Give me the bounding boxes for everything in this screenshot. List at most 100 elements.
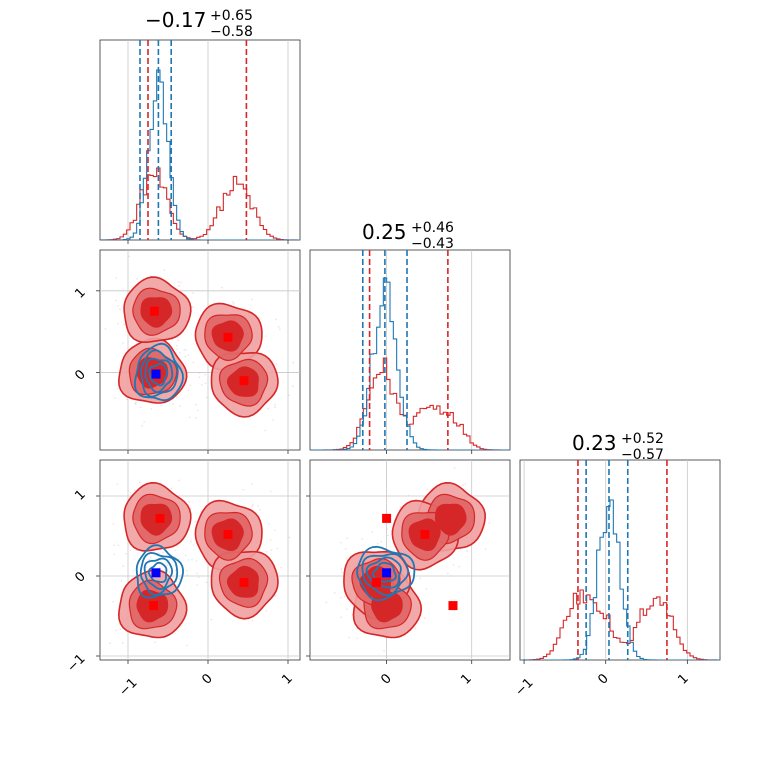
sample-point-red [178,284,180,287]
sample-point-blue [419,577,422,580]
title-param-3-plus: +0.52 [621,431,664,447]
sample-point-red [270,549,273,551]
sample-point-red [268,523,270,525]
sample-point-red [117,322,120,325]
y-tick-row3-0: 0 [72,569,88,585]
sample-point-blue [185,348,187,351]
sample-point-blue [176,348,179,350]
blue-contour-level-3 [148,362,169,387]
red-hist-param-3-steps [520,589,720,660]
sample-point-blue [135,549,138,552]
sample-point-blue [166,564,169,566]
sample-point-red [192,306,194,308]
sample-point-blue [150,556,152,559]
blue-hist-param-1-steps [100,69,300,240]
sample-point-red [346,608,348,611]
x-tick-col3-minus1: −1 [512,675,536,699]
sample-point-red [163,269,166,271]
sample-point-red [188,501,190,503]
red-hist-param-2 [310,357,510,450]
sample-point-blue [113,553,116,556]
sample-point-red [251,505,253,508]
sample-point-blue [172,576,174,578]
title-param-2-plus: +0.46 [411,220,454,236]
title-param-2-value: 0.25 [362,220,407,244]
sample-point-red [109,642,111,644]
sample-point-red [180,281,182,284]
sample-point-blue [345,557,348,559]
sample-point-red [269,539,272,541]
sample-point-red [346,537,349,539]
sample-point-red [126,398,128,401]
y-tick-row2-0: 0 [72,367,88,383]
contour-panel-p13 [76,472,291,647]
sample-point-blue [150,408,153,410]
sample-point-red [76,472,78,474]
sample-point-red [154,641,156,643]
sample-point-red [205,581,208,584]
sample-point-red [115,629,118,632]
sample-point-red [279,328,281,331]
sample-point-blue [174,549,177,552]
sample-point-red [179,405,181,407]
sample-point-red [339,596,342,599]
sample-point-blue [344,548,347,550]
sample-point-red [259,508,261,511]
sample-point-red [274,406,276,409]
blue-contour-level-3 [147,561,168,584]
hist-panel-2-frame [309,249,511,451]
chart-marks [76,40,720,664]
sample-point-blue [196,584,199,586]
sample-point-red [117,544,120,547]
sample-point-red [488,522,491,524]
sample-point-red [197,409,199,412]
red-marker-p12-2 [239,376,249,386]
red-marker-p13-0 [155,513,165,523]
red-marker-p12-0 [149,306,159,316]
sample-point-red [116,483,119,486]
sample-point-blue [168,570,171,573]
sample-point-red [251,483,253,485]
sample-point-red [184,554,187,557]
blue-contour-level-0 [133,342,184,402]
x-tick-col2-0: 0 [378,671,394,687]
sample-point-blue [141,425,144,427]
y-tick-row2-1: 1 [72,285,88,301]
sample-point-blue [129,549,132,552]
sample-point-red [356,637,359,640]
sample-point-red [292,385,294,387]
red-marker-p13-3 [149,601,159,611]
sample-point-blue [340,541,342,544]
hist-panel-3-frame [519,459,721,661]
blue-hist-param-3 [520,499,720,660]
x-tick-col2-1: 1 [458,671,474,687]
sample-point-red [104,328,107,330]
sample-point-blue [148,558,151,561]
sample-point-blue [179,351,181,354]
x-tick-col3-0: 0 [595,671,611,687]
sample-point-red [129,492,132,494]
sample-point-red [215,452,217,454]
sample-point-red [136,278,138,280]
contour-panel-p12 [104,255,295,454]
sample-point-red [385,512,388,515]
sample-point-red [190,540,192,543]
sample-point-red [251,504,254,506]
sample-point-red [277,326,280,328]
sample-point-red [414,627,417,630]
sample-point-blue [340,616,342,619]
sample-point-red [251,298,253,301]
sample-point-red [274,595,277,597]
sample-point-red [272,419,274,421]
sample-point-red [189,384,192,386]
sample-point-red [407,494,410,497]
contour-panel-1-3-frame [99,459,301,661]
sample-point-red [276,547,279,550]
sample-point-red [425,588,428,590]
sample-point-red [192,361,195,364]
sample-point-red [134,489,136,492]
sample-point-blue [172,403,174,405]
sample-point-red [450,575,452,577]
sample-point-red [115,277,118,279]
